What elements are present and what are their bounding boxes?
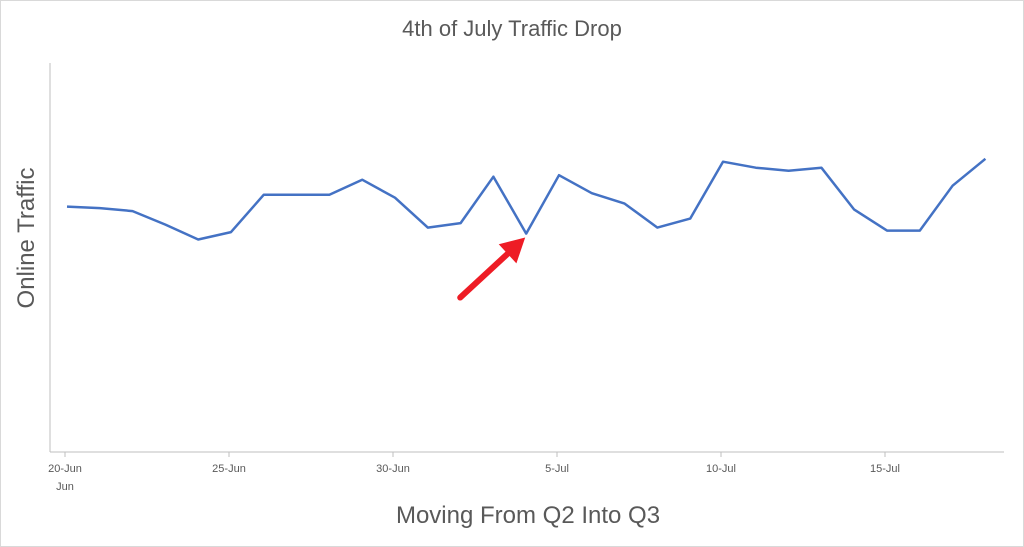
series-point [557, 173, 561, 177]
series-point [393, 196, 397, 200]
series-point [655, 226, 659, 230]
series-point [98, 206, 102, 210]
arrow-head [498, 237, 526, 264]
series-point [262, 193, 266, 197]
series-point [229, 230, 233, 234]
series-point [360, 178, 364, 182]
series-point [623, 202, 627, 206]
series-point [163, 223, 167, 227]
series-point [918, 229, 922, 233]
x-axis-ticks [64, 452, 886, 457]
series-point [951, 184, 955, 188]
series-point [983, 157, 987, 161]
series-point [524, 232, 528, 236]
series-point [787, 169, 791, 173]
series-point [65, 205, 69, 209]
y-axis-title: Online Traffic [13, 168, 40, 309]
series-point [819, 166, 823, 170]
series-line [66, 157, 987, 241]
series-point [852, 208, 856, 212]
arrow-shaft [457, 248, 513, 301]
x-axis-tick-labels: 20-Jun 25-Jun 30-Jun 5-Jul 10-Jul 15-Jul Jun [48, 463, 900, 493]
series-point [885, 229, 889, 233]
x-tick-label: 25-Jun [212, 463, 246, 475]
x-tick-label: 15-Jul [870, 463, 900, 475]
x-tick-label: 10-Jul [706, 463, 736, 475]
annotation-arrow [457, 237, 526, 301]
x-tick-label: 20-Jun [48, 463, 82, 475]
x-tick-label: 5-Jul [545, 463, 569, 475]
series-point [327, 193, 331, 197]
series-point [688, 217, 692, 221]
series-point [491, 175, 495, 179]
series-point [131, 209, 135, 213]
chart-title: 4th of July Traffic Drop [402, 16, 622, 41]
series-point [196, 238, 200, 242]
x-axis-title: Moving From Q2 Into Q3 [396, 502, 660, 529]
x-tick-label: 30-Jun [376, 463, 410, 475]
series-point [590, 191, 594, 195]
series-points [65, 157, 987, 242]
series-point [754, 166, 758, 170]
series-point [721, 160, 725, 164]
series-point [459, 221, 463, 225]
series-point [426, 226, 430, 230]
x-tick-secondary-label: Jun [56, 481, 74, 493]
series-point [295, 193, 299, 197]
